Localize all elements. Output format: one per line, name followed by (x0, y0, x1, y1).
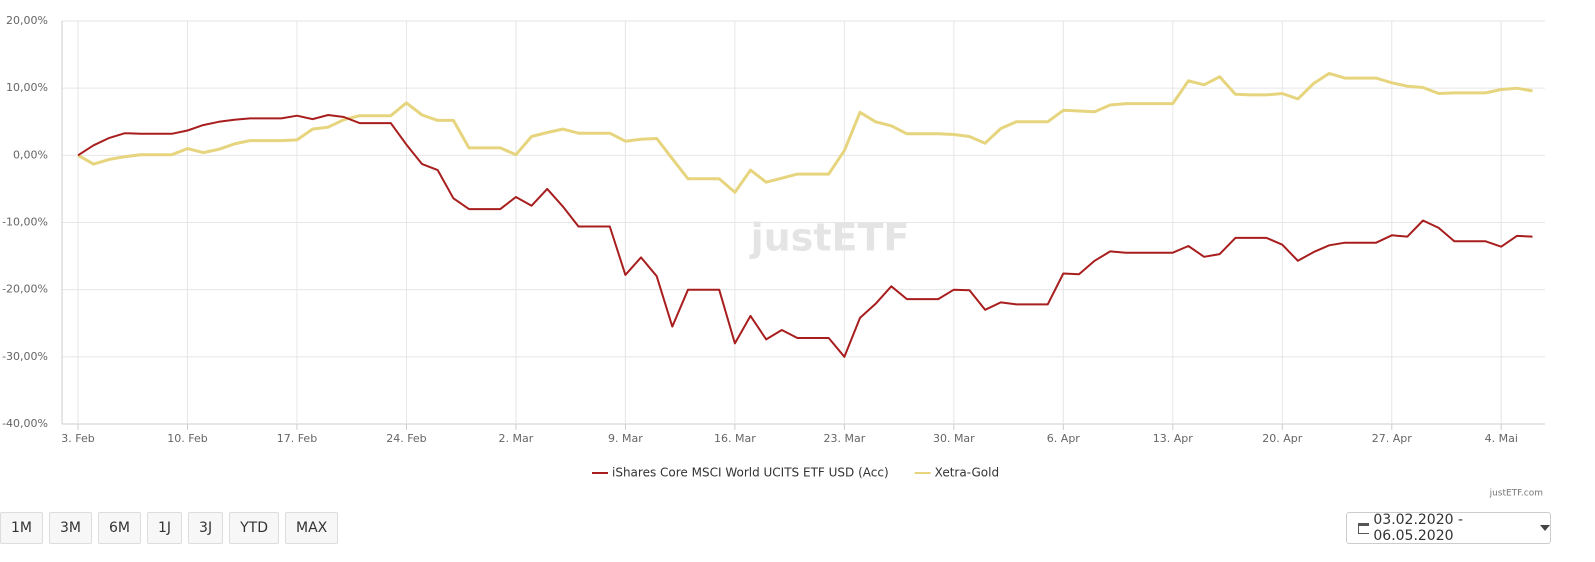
x-tick-label: 6. Apr (1047, 432, 1080, 445)
caret (1540, 525, 1550, 531)
x-tick-label: 10. Feb (167, 432, 207, 445)
x-tick-label: 3. Feb (61, 432, 94, 445)
x-tick-label: 23. Mar (823, 432, 865, 445)
y-tick-label: -40,00% (2, 417, 48, 430)
x-tick-label: 2. Mar (499, 432, 534, 445)
series-line (77, 71, 1533, 194)
calendar-icon (1358, 523, 1370, 534)
period-buttons: 1M 3M 6M 1J 3J YTD MAX (0, 512, 339, 544)
chart: justETF justETF.com -40,00%-30,00%-20,00… (2, 14, 1545, 499)
period-button[interactable]: 1J (147, 512, 183, 544)
y-tick-label: 20,00% (6, 14, 48, 27)
date-range: 03.02.2020 - 06.05.2020 (1373, 512, 1464, 544)
period-button[interactable]: MAX (284, 512, 339, 544)
legend-label: Xetra-Gold (935, 466, 999, 480)
x-tick-label: 13. Apr (1153, 432, 1193, 445)
x-tick-label: 9. Mar (608, 432, 643, 445)
period-button[interactable]: 3M (49, 512, 92, 544)
y-tick-label: -10,00% (2, 216, 48, 229)
series-line (77, 114, 1533, 358)
legend-label: iShares Core MSCI World UCITS ETF USD (A… (612, 466, 889, 480)
date-range-picker[interactable]: 03.02.2020 - 06.05.2020 (1346, 512, 1551, 544)
x-tick-label: 4. Mai (1485, 432, 1518, 445)
x-tick-label: 27. Apr (1372, 432, 1412, 445)
x-tick-label: 17. Feb (277, 432, 317, 445)
credit: justETF.com (1489, 489, 1543, 499)
period-button[interactable]: YTD (229, 512, 279, 544)
y-tick-label: -20,00% (2, 283, 48, 296)
x-tick-label: 30. Mar (933, 432, 975, 445)
period-button[interactable]: 3J (188, 512, 224, 544)
y-tick-label: -30,00% (2, 350, 48, 363)
x-tick-label: 16. Mar (714, 432, 756, 445)
period-button[interactable]: 6M (98, 512, 141, 544)
y-tick-label: 10,00% (6, 81, 48, 94)
period-button[interactable]: 1M (0, 512, 43, 544)
y-tick-label: 0,00% (13, 148, 48, 161)
x-tick-label: 20. Apr (1262, 432, 1302, 445)
x-tick-label: 24. Feb (386, 432, 426, 445)
